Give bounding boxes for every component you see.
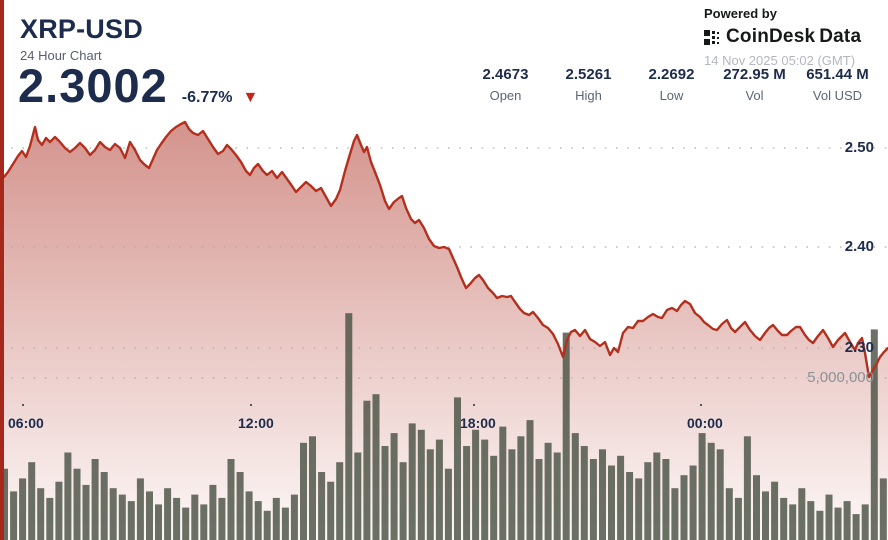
symbol-title: XRP-USD (20, 14, 143, 44)
price-axis-tick-2-40: 2.40 (844, 238, 874, 255)
header: XRP-USD 24 Hour Chart (20, 14, 143, 63)
stat-volume-usd-label: Vol USD (812, 88, 863, 103)
stat-high: 2.5261 High (547, 66, 630, 103)
time-axis-label-1200: 12:00 (238, 415, 274, 431)
current-price: 2.3002 (18, 59, 168, 112)
ohlc-stats-row: 2.4673 Open 2.5261 High 2.2692 Low 272.9… (464, 66, 879, 103)
stat-open-label: Open (489, 88, 522, 103)
stat-high-label: High (575, 88, 602, 103)
price-change-percent: -6.77% (181, 89, 233, 106)
chart-subtitle: 24 Hour Chart (20, 48, 102, 63)
stat-open-value: 2.4673 (482, 66, 529, 83)
price-row: 2.3002 -6.77% ▼ (18, 58, 258, 113)
volume-axis-tick-5m: 5,000,000 (807, 369, 874, 386)
powered-by-label: Powered by (704, 6, 777, 21)
time-axis-label-0000: 00:00 (687, 415, 723, 431)
stat-high-value: 2.5261 (565, 66, 612, 83)
coindesk-logo-text: CoinDesk Data (726, 26, 862, 47)
chart-timestamp: 14 Nov 2025 05:02 (GMT) (704, 53, 856, 68)
price-axis-tick-2-50: 2.50 (844, 139, 874, 156)
time-axis-label-0600: 06:00 (8, 415, 44, 431)
stat-volume-value: 272.95 M (723, 66, 786, 83)
stat-open: 2.4673 Open (464, 66, 547, 103)
stat-volume: 272.95 M Vol (713, 66, 796, 103)
stat-volume-usd: 651.44 M Vol USD (796, 66, 879, 103)
stat-low-label: Low (659, 88, 684, 103)
brand-block: Powered by CoinDesk Data 14 Nov 2025 05:0… (704, 6, 874, 68)
coindesk-logo-icon (704, 29, 721, 46)
stat-low: 2.2692 Low (630, 66, 713, 103)
price-axis-tick-2-30: 2.30 (844, 339, 874, 356)
time-axis-label-1800: 18:00 (460, 415, 496, 431)
stat-low-value: 2.2692 (648, 66, 695, 83)
stat-volume-usd-value: 651.44 M (806, 66, 869, 83)
price-down-triangle-icon: ▼ (242, 89, 259, 106)
stat-volume-label: Vol (745, 88, 764, 103)
coindesk-logo[interactable]: CoinDesk Data (704, 26, 874, 48)
